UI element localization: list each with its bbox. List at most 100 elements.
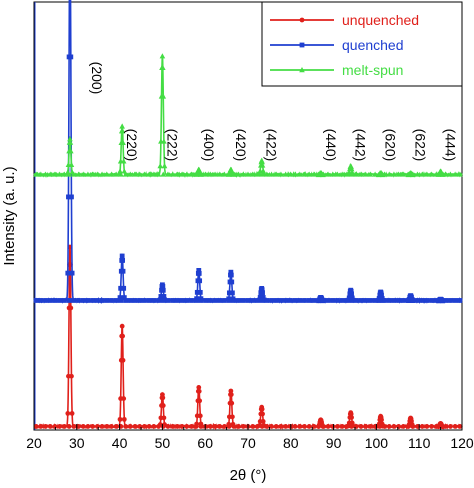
data-point-melt-spun bbox=[400, 171, 407, 177]
data-point-quenched bbox=[316, 298, 322, 303]
data-point-melt-spun bbox=[68, 148, 74, 154]
series-quenched bbox=[33, 0, 463, 305]
data-point-unquenched bbox=[433, 424, 439, 429]
data-point-unquenched bbox=[160, 403, 166, 408]
data-point-unquenched bbox=[170, 424, 176, 429]
data-point-quenched bbox=[386, 298, 392, 303]
data-point-melt-spun bbox=[174, 171, 181, 177]
data-point-unquenched bbox=[104, 424, 110, 429]
data-point-quenched bbox=[69, 194, 74, 200]
data-point-quenched bbox=[320, 298, 326, 303]
data-point-melt-spun bbox=[306, 171, 313, 177]
data-point-melt-spun bbox=[259, 171, 265, 177]
data-point-unquenched bbox=[438, 424, 444, 429]
peak-label: (442) bbox=[353, 129, 369, 162]
data-point-melt-spun bbox=[282, 171, 289, 177]
data-point-quenched bbox=[120, 258, 125, 263]
data-point-quenched bbox=[76, 298, 81, 303]
data-point-quenched bbox=[165, 298, 171, 303]
data-point-quenched bbox=[90, 298, 96, 303]
data-point-melt-spun bbox=[157, 163, 164, 169]
data-point-unquenched bbox=[325, 424, 331, 429]
data-point-unquenched bbox=[349, 415, 354, 420]
data-point-melt-spun bbox=[159, 53, 166, 59]
data-point-unquenched bbox=[229, 400, 235, 406]
data-point-unquenched bbox=[344, 424, 350, 429]
x-tick-label: 20 bbox=[26, 435, 42, 451]
data-point-quenched bbox=[382, 298, 387, 303]
data-point-unquenched bbox=[38, 424, 44, 429]
data-point-melt-spun bbox=[89, 171, 96, 177]
data-point-melt-spun bbox=[339, 171, 345, 177]
data-point-unquenched bbox=[419, 424, 425, 429]
data-point-melt-spun bbox=[61, 171, 68, 177]
data-point-unquenched bbox=[349, 424, 354, 429]
data-point-melt-spun bbox=[207, 171, 214, 177]
data-point-quenched bbox=[278, 298, 284, 303]
data-point-melt-spun bbox=[66, 171, 72, 177]
data-point-quenched bbox=[259, 287, 265, 293]
data-point-quenched bbox=[257, 295, 263, 300]
data-point-unquenched bbox=[76, 424, 81, 429]
data-point-unquenched bbox=[69, 410, 75, 416]
x-tick-label: 50 bbox=[155, 435, 171, 451]
data-point-quenched bbox=[43, 298, 48, 303]
data-point-unquenched bbox=[57, 424, 63, 429]
data-point-unquenched bbox=[292, 424, 298, 429]
data-point-unquenched bbox=[278, 424, 284, 429]
data-point-unquenched bbox=[405, 424, 411, 429]
data-point-unquenched bbox=[382, 424, 387, 429]
data-point-melt-spun bbox=[240, 171, 247, 177]
data-point-quenched bbox=[109, 298, 114, 303]
data-point-quenched bbox=[222, 298, 227, 303]
data-point-quenched bbox=[142, 298, 147, 303]
data-point-quenched bbox=[198, 298, 204, 303]
data-point-melt-spun bbox=[160, 171, 167, 177]
data-point-unquenched bbox=[452, 424, 458, 429]
data-point-unquenched bbox=[113, 424, 119, 429]
data-point-quenched bbox=[118, 298, 124, 303]
data-point-melt-spun bbox=[409, 171, 416, 177]
data-point-quenched bbox=[377, 298, 383, 303]
data-point-melt-spun bbox=[165, 171, 171, 177]
data-point-melt-spun bbox=[108, 171, 115, 177]
data-point-quenched bbox=[160, 283, 166, 289]
data-point-melt-spun bbox=[245, 171, 251, 177]
data-point-unquenched bbox=[151, 424, 157, 429]
data-point-melt-spun bbox=[405, 171, 411, 177]
data-point-melt-spun bbox=[71, 171, 77, 177]
data-point-melt-spun bbox=[315, 171, 322, 177]
data-point-quenched bbox=[259, 298, 265, 303]
peak-label: (422) bbox=[264, 129, 280, 162]
data-point-unquenched bbox=[339, 424, 345, 429]
data-point-quenched bbox=[158, 294, 164, 299]
data-point-melt-spun bbox=[457, 171, 463, 177]
data-point-quenched bbox=[33, 298, 39, 303]
data-point-melt-spun bbox=[52, 171, 58, 177]
data-point-unquenched bbox=[228, 392, 234, 397]
data-point-unquenched bbox=[240, 424, 246, 429]
series-group bbox=[33, 0, 463, 431]
data-point-melt-spun bbox=[188, 171, 195, 177]
data-point-unquenched bbox=[255, 424, 260, 429]
data-point-melt-spun bbox=[161, 138, 167, 144]
legend-marker bbox=[299, 42, 305, 48]
data-point-melt-spun bbox=[447, 171, 454, 177]
data-point-unquenched bbox=[259, 424, 265, 429]
data-point-melt-spun bbox=[127, 171, 134, 177]
data-point-quenched bbox=[196, 271, 202, 276]
x-tick-label: 110 bbox=[408, 435, 431, 451]
data-point-quenched bbox=[196, 268, 202, 273]
data-point-melt-spun bbox=[438, 171, 444, 177]
data-point-quenched bbox=[146, 298, 152, 303]
data-point-unquenched bbox=[160, 424, 166, 429]
data-point-quenched bbox=[121, 285, 127, 291]
data-point-unquenched bbox=[448, 424, 453, 429]
data-point-quenched bbox=[339, 298, 345, 303]
data-point-quenched bbox=[358, 298, 364, 303]
data-point-unquenched bbox=[43, 424, 48, 429]
data-point-unquenched bbox=[297, 424, 303, 429]
data-point-melt-spun bbox=[161, 163, 168, 169]
data-point-melt-spun bbox=[391, 171, 397, 177]
data-point-quenched bbox=[132, 298, 138, 303]
